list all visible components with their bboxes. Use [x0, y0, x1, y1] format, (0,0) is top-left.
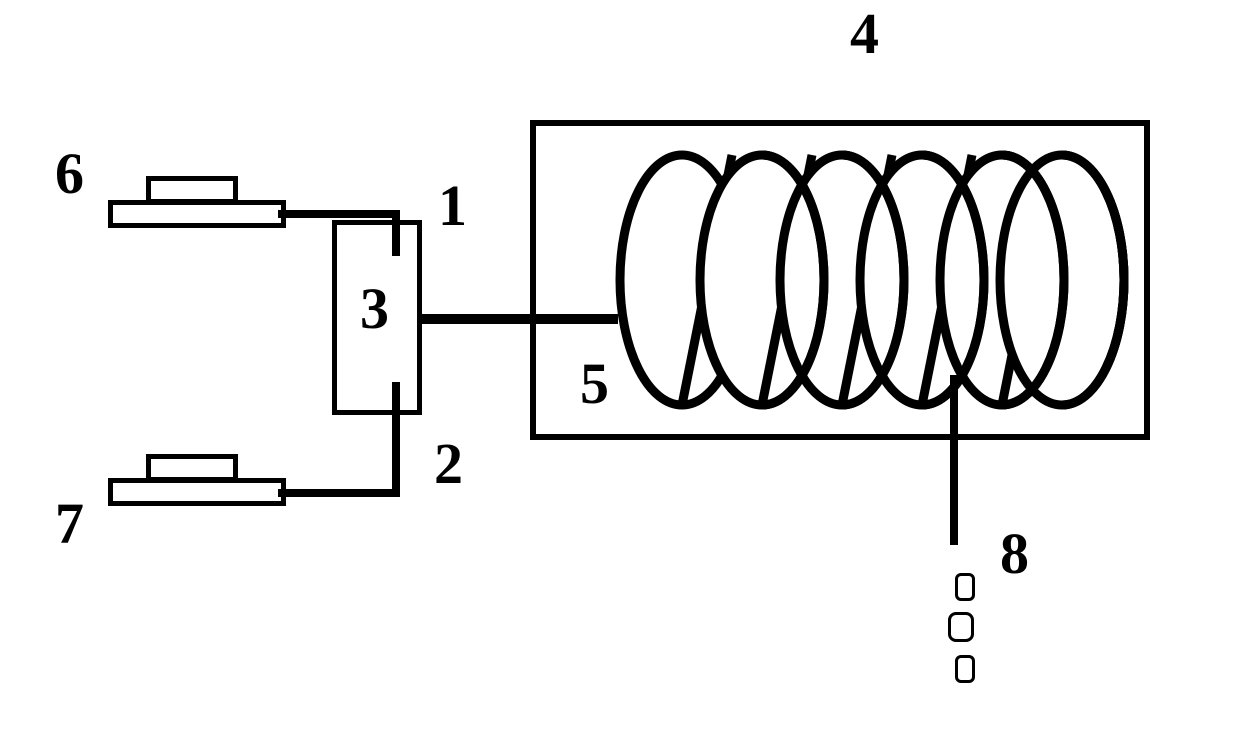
label-8: 8: [1000, 520, 1029, 587]
coil-5: [560, 135, 1130, 425]
wire-6-to-3-v: [392, 210, 400, 256]
component-7-tray-inner: [146, 454, 238, 482]
droplet-8-2: [955, 655, 975, 683]
wire-7-to-3-h: [278, 489, 400, 497]
component-7-tray-outer: [108, 478, 286, 506]
label-7: 7: [55, 490, 84, 557]
wire-coil-tail: [950, 375, 958, 545]
component-6-tray-inner: [146, 176, 238, 204]
label-4: 4: [850, 0, 879, 67]
wire-3-to-5: [418, 314, 618, 324]
droplet-8-1: [948, 612, 974, 642]
label-6: 6: [55, 140, 84, 207]
label-1: 1: [438, 172, 467, 239]
droplet-8-0: [955, 573, 975, 601]
wire-6-to-3-h: [278, 210, 400, 218]
label-2: 2: [434, 430, 463, 497]
label-3: 3: [360, 275, 389, 342]
wire-7-to-3-v: [392, 382, 400, 497]
label-5: 5: [580, 350, 609, 417]
diagram-canvas: 1 2 3 4 5 6 7 8: [0, 0, 1240, 749]
component-6-tray-outer: [108, 200, 286, 228]
